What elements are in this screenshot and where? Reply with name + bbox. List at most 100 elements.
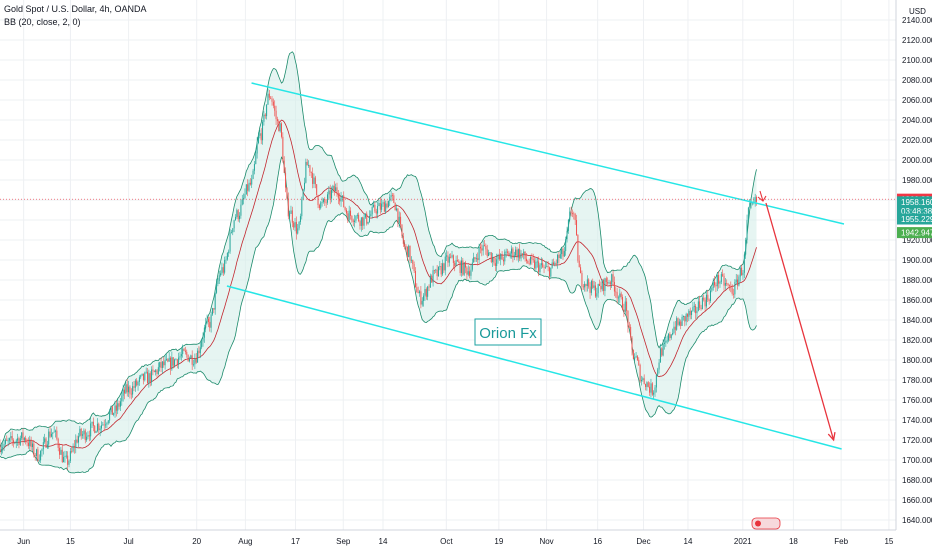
candle-body [49,431,51,437]
candle-body [448,256,450,263]
y-tick-label: 1680.000 [902,476,932,485]
x-tick-label: 18 [789,537,798,546]
candle-body [396,208,398,211]
candle-body [209,321,211,328]
candle-body [148,373,150,384]
candle-body [685,314,687,322]
y-tick-label: 2000.000 [902,156,932,165]
candle-body [244,194,246,198]
candle-body [137,381,139,386]
candle-body [646,382,648,388]
candle-body [124,389,126,394]
candle-body [710,290,712,301]
indicator-label[interactable]: BB (20, close, 2, 0) [4,17,81,27]
trend-lines[interactable] [226,82,845,450]
candle-body [478,246,480,260]
candle-body [404,243,406,247]
candle-body [635,356,637,358]
candle-body [722,274,724,276]
price-axis[interactable]: 1640.000 1660.000 1680.000 1700.000 1720.000… [902,16,932,525]
candle-body [302,189,304,200]
candle-body [98,423,100,431]
x-tick-label: Sep [336,537,351,546]
candle-body [500,254,502,260]
candle-body [741,267,743,276]
candle-body [532,259,534,261]
candle-body [707,294,709,300]
candle-body [226,253,228,260]
candle-body [4,439,6,444]
projection-arrow-line[interactable] [765,202,835,441]
candle-body [455,260,457,266]
candle-body [48,431,50,445]
candle-body [199,347,201,354]
candle-body [358,214,360,222]
candle-body [733,293,735,295]
candle-body [341,195,343,198]
candle-body [620,293,622,297]
channel-lower-line[interactable] [226,285,842,450]
candle-body [554,262,556,265]
candle-body [267,93,269,105]
candle-body [643,378,645,384]
candle-body [133,386,135,388]
candle-body [574,214,576,221]
candle-body [325,202,327,204]
symbol-title[interactable]: Gold Spot / U.S. Dollar, 4h, OANDA [4,4,147,14]
channel-upper-line[interactable] [251,82,845,225]
time-axis[interactable]: Jun 15 Jul 20 Aug 17 Sep 14 Oct 19 Nov 16 Dec 14 2021 1… [17,537,894,546]
candle-body [391,195,393,196]
candle-body [716,275,718,287]
candle-body [433,270,435,271]
candle-body [489,252,491,254]
candle-body [493,257,495,264]
candle-body [691,310,693,316]
candle-body [134,380,136,388]
candle-body [96,423,98,432]
candle-body [497,254,499,260]
orion-fx-annotation[interactable]: Orion Fx [474,318,542,346]
flag-icon[interactable] [751,517,781,530]
candle-body [77,436,79,443]
candle-body [703,297,705,300]
candle-body [253,164,255,171]
candle-body [163,361,165,366]
candle-body [301,199,303,217]
candle-body [239,215,241,220]
candle-body [285,172,287,188]
candle-body [686,314,688,317]
candle-body [608,282,610,284]
candle-body [106,423,108,425]
candle-body [15,440,17,443]
candle-body [551,262,553,268]
candle-body [184,350,186,352]
currency-label: USD [909,7,926,16]
candle-body [175,359,177,361]
candle-body [481,248,483,251]
candle-body [298,221,300,229]
candle-body [271,98,273,102]
candle-body [420,291,422,305]
candle-body [321,201,323,203]
candle-body [611,274,613,285]
candle-body [459,261,461,273]
candle-body [413,264,415,271]
y-tick-label: 2080.000 [902,76,932,85]
candle-body [274,105,276,111]
candle-body [416,287,418,293]
candle-body [266,104,268,117]
candle-body [14,442,16,444]
candle-body [425,289,427,297]
candle-body [749,203,751,208]
candle-body [160,362,162,368]
candle-body [73,445,75,448]
candle-body [530,257,532,264]
x-tick-label: 19 [494,537,503,546]
candle-body [27,442,29,447]
candle-body [473,257,475,263]
y-tick-label: 1920.000 [902,236,932,245]
candle-body [194,358,196,365]
candle-body [256,142,258,154]
candle-body [68,460,70,465]
